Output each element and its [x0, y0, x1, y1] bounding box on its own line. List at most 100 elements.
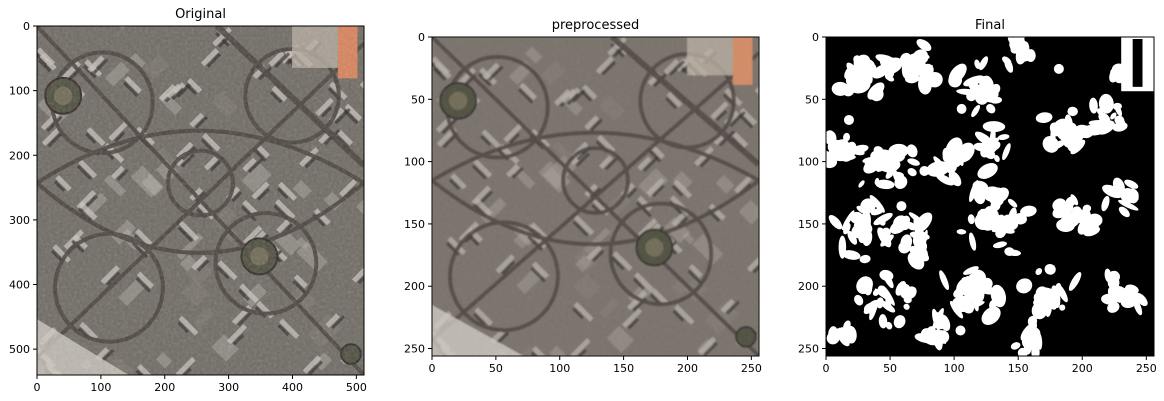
x-tick-label: 200	[154, 381, 175, 394]
mask-blob	[845, 325, 857, 344]
mask-blob	[914, 239, 925, 249]
mask-blob	[842, 250, 861, 260]
mask-blob	[985, 90, 991, 97]
mask-blob	[983, 139, 996, 153]
mask-blob	[831, 81, 850, 96]
mask-blob	[869, 87, 884, 102]
x-tick-label: 400	[282, 381, 303, 394]
mask-blob	[888, 143, 909, 159]
x-tick-label: 100	[944, 362, 965, 375]
land-patch	[784, 72, 798, 86]
mask-blob	[918, 248, 928, 260]
mask-blob	[1004, 247, 1015, 256]
mask-blob	[981, 306, 1001, 325]
mask-blob	[1102, 184, 1123, 199]
mask-blob	[1101, 195, 1110, 212]
panel-preprocessed: preprocessed 0 50 100 150 200 250 0 50 100 150 200…	[404, 0, 798, 399]
mask-blob	[916, 39, 932, 52]
mask-blob	[850, 144, 869, 154]
mask-blob	[1020, 205, 1037, 217]
mask-blob	[945, 137, 963, 158]
mask-blob	[904, 286, 917, 299]
mask-blob	[986, 104, 996, 114]
mask-blob	[982, 121, 1006, 133]
mask-blob	[1042, 136, 1060, 153]
land-patch	[566, 373, 586, 393]
panel-title: preprocessed	[552, 18, 640, 33]
land-patch	[480, 0, 502, 16]
mask-blob	[878, 314, 888, 329]
mask-blob	[1133, 299, 1143, 316]
x-tick-label: 100	[549, 362, 570, 375]
mask-blob	[1010, 342, 1021, 350]
mask-blob	[1107, 301, 1120, 313]
mask-blob	[974, 59, 981, 69]
land-patch	[492, 0, 523, 21]
mask-blob	[1016, 278, 1033, 294]
y-tick-label: 300	[9, 214, 30, 227]
mask-blob	[904, 59, 923, 74]
building-shadow	[53, 376, 64, 387]
building-shadow	[760, 84, 772, 96]
mask-blob	[908, 212, 924, 224]
mask-blob	[1031, 327, 1041, 338]
x-tick-label: 0	[34, 381, 41, 394]
mask-blob	[838, 333, 850, 347]
mask-blob	[945, 154, 956, 167]
mask-blob	[903, 303, 910, 310]
mask-blob	[1125, 284, 1139, 295]
mask-blob	[876, 297, 884, 309]
land-patch	[379, 246, 400, 267]
mask-blob	[1089, 97, 1098, 114]
mask-blob	[826, 130, 837, 146]
texture	[37, 26, 364, 375]
y-tick-label: 200	[404, 280, 425, 293]
mask-dot	[896, 201, 907, 212]
mask-blob	[860, 198, 876, 214]
mask-blob	[828, 148, 837, 159]
building-shadow	[448, 357, 459, 368]
mask-dot	[955, 325, 966, 336]
mask-dot	[843, 114, 854, 125]
mask-regions	[826, 37, 1154, 356]
mask-blob	[1116, 118, 1125, 127]
mask-blob	[859, 66, 871, 89]
mask-blob	[843, 222, 851, 235]
mask-blob	[898, 241, 911, 254]
mask-blob	[956, 103, 967, 114]
mask-blob	[874, 177, 880, 186]
image-original	[37, 26, 400, 387]
land-patch	[719, 377, 741, 399]
mask-blob	[858, 180, 865, 188]
mask-blob	[914, 333, 937, 344]
x-tick-label: 150	[613, 362, 634, 375]
mask-blob	[989, 300, 997, 311]
x-tick-label: 200	[677, 362, 698, 375]
mask-dot	[1017, 347, 1028, 356]
mask-blob	[967, 214, 975, 225]
mask-blob	[1067, 141, 1076, 152]
mask-blob	[881, 227, 891, 238]
mask-blob	[828, 214, 843, 230]
y-tick-label: 150	[404, 218, 425, 231]
mask-blob	[846, 62, 862, 82]
mask-blob	[971, 104, 981, 118]
mask-blob	[1124, 179, 1139, 189]
y-tick-label: 100	[798, 156, 819, 169]
mask-blob	[948, 73, 962, 88]
mask-blob	[1007, 198, 1018, 208]
mask-blob	[873, 146, 884, 156]
mask-blob	[1035, 112, 1053, 124]
mask-blob	[974, 212, 991, 231]
x-tick-label: 250	[741, 362, 762, 375]
mask-blob	[837, 140, 847, 156]
image-frame	[36, 25, 365, 376]
mask-blob	[978, 56, 989, 71]
mask-blob	[1118, 199, 1139, 211]
image-frame	[825, 36, 1155, 357]
mask-blob	[841, 210, 855, 231]
mask-blob	[1020, 52, 1031, 62]
mask-blob	[907, 158, 920, 166]
y-tick-label: 150	[798, 218, 819, 231]
x-tick-label: 250	[1136, 362, 1157, 375]
